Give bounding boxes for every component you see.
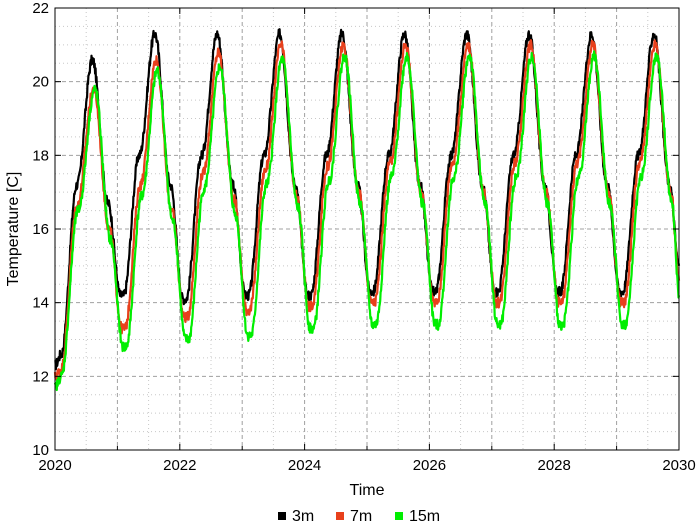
y-tick-label: 14	[32, 295, 49, 312]
legend-label-7m: 7m	[350, 508, 372, 525]
legend: 3m 7m 15m	[278, 508, 440, 525]
x-tick-label: 2030	[662, 457, 695, 474]
y-tick-label: 18	[32, 147, 49, 164]
y-tick-label: 16	[32, 221, 49, 238]
legend-swatch-3m	[278, 512, 286, 520]
x-tick-label: 2024	[288, 457, 321, 474]
y-tick-label: 12	[32, 368, 49, 385]
legend-swatch-7m	[336, 512, 344, 520]
y-tick-label: 22	[32, 0, 49, 17]
x-tick-label: 2020	[38, 457, 71, 474]
x-tick-label: 2028	[538, 457, 571, 474]
legend-label-3m: 3m	[292, 508, 314, 525]
legend-swatch-15m	[395, 512, 403, 520]
series-lines	[53, 28, 681, 392]
y-tick-label: 20	[32, 74, 49, 91]
legend-label-15m: 15m	[409, 508, 440, 525]
x-tick-label: 2022	[163, 457, 196, 474]
series-line-15m	[53, 50, 681, 392]
x-axis-title: Time	[350, 482, 385, 499]
y-axis-title: Temperature [C]	[5, 172, 22, 287]
y-tick-label: 10	[32, 442, 49, 459]
x-tick-label: 2026	[413, 457, 446, 474]
